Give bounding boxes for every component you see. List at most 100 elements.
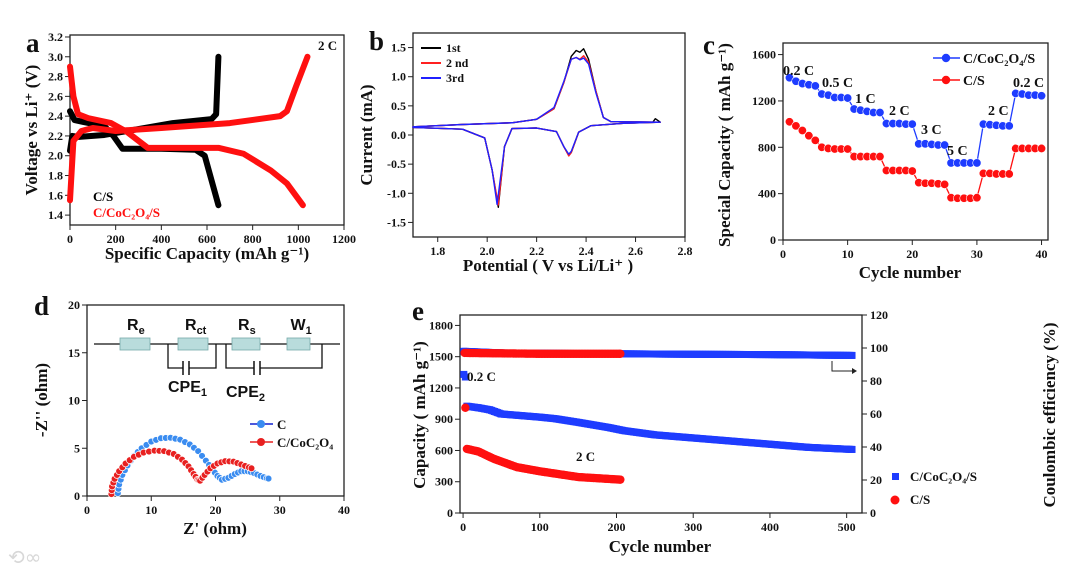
rate-annotation: 2 C <box>889 104 910 119</box>
data-point <box>907 119 917 129</box>
watermark: ⟲∞ <box>8 545 42 569</box>
x-tick-label: 0 <box>67 232 73 246</box>
data-point <box>940 179 950 189</box>
efficiency-point <box>848 351 856 359</box>
y-tick-label: -1.5 <box>387 215 406 229</box>
y-axis-label: Special Capacity ( mAh g⁻¹) <box>715 43 734 247</box>
x-axis-label: Z' (ohm) <box>183 519 247 538</box>
resistor-icon <box>231 337 261 351</box>
x-tick-label: 800 <box>244 232 262 246</box>
data-point <box>791 121 801 131</box>
y-tick-label: 1200 <box>429 381 453 395</box>
circuit-label-main: W <box>291 317 307 334</box>
legend-label: C/CoC₂O₄/S <box>93 205 160 220</box>
y2-tick-label: 100 <box>870 341 888 355</box>
x-axis-label: Cycle number <box>609 537 712 556</box>
rate-annotation: 0.2 C <box>1013 76 1044 91</box>
x-tick-label: 30 <box>971 247 983 261</box>
y-tick-label: 5 <box>74 441 80 455</box>
legend-label: C/S <box>93 189 113 204</box>
x-tick-label: 30 <box>274 503 286 517</box>
y-tick-label: 1.0 <box>391 70 406 84</box>
y2-tick-label: 120 <box>870 308 888 322</box>
data-point <box>940 140 950 150</box>
data-point <box>1037 143 1047 153</box>
circuit-label-main: R <box>185 317 197 334</box>
y-axis-label: -Z'' (ohm) <box>32 363 51 437</box>
legend-marker <box>257 420 265 428</box>
y-tick-label: -1.0 <box>387 186 406 200</box>
data-point <box>247 464 256 473</box>
y-tick-label: 2.0 <box>48 149 63 163</box>
legend-label: 1st <box>446 41 461 55</box>
y-tick-label: 1200 <box>752 94 776 108</box>
resistor-icon <box>119 337 151 351</box>
y-axis-label: Current (mA) <box>357 84 376 185</box>
y-tick-label: 1600 <box>752 48 776 62</box>
x-tick-label: 2.0 <box>480 244 495 258</box>
circuit-parallel-wire <box>167 344 217 369</box>
x-tick-label: 300 <box>684 520 702 534</box>
data-point <box>810 135 820 145</box>
panel-letter: c <box>703 30 715 60</box>
y-tick-label: -0.5 <box>387 157 406 171</box>
x-tick-label: 1000 <box>286 232 310 246</box>
capacitor-gap <box>254 362 260 374</box>
y-tick-label: 15 <box>68 346 80 360</box>
y2-tick-label: 40 <box>870 440 882 454</box>
legend-label: C <box>277 417 286 432</box>
y-tick-label: 300 <box>435 475 453 489</box>
rate-annotation: 3 C <box>921 123 942 138</box>
rate-annotation: 0.5 C <box>822 76 853 91</box>
rate-annotation: 2 C <box>988 104 1009 119</box>
capacitor-label: CPE1 <box>168 379 207 399</box>
data-point <box>907 166 917 176</box>
data-point <box>843 93 853 103</box>
rate-annotation: 0.2 C <box>783 64 814 79</box>
arrow-line <box>831 361 852 372</box>
y-tick-label: 0 <box>447 506 453 520</box>
efficiency-point <box>616 349 625 358</box>
plot-frame <box>782 42 1049 241</box>
arrow-right-icon <box>852 368 857 374</box>
legend-marker <box>890 495 900 505</box>
rate-annotation: 5 C <box>947 144 968 159</box>
x-tick-label: 100 <box>531 520 549 534</box>
y-tick-label: 10 <box>68 394 80 408</box>
data-point <box>1037 91 1047 101</box>
data-point <box>198 452 206 460</box>
data-point <box>797 125 807 135</box>
legend-marker <box>257 438 265 446</box>
annotation: 0.2 C <box>467 369 496 384</box>
y-tick-label: 0.0 <box>391 128 406 142</box>
data-point <box>1004 169 1014 179</box>
capacity-point <box>461 373 469 381</box>
legend-marker <box>941 75 951 85</box>
x-tick-label: 40 <box>1036 247 1048 261</box>
data-point <box>264 474 273 483</box>
legend-label: C/CoC₂O₄ <box>277 435 333 450</box>
data-point <box>784 117 794 127</box>
curve-1 <box>67 53 311 204</box>
data-point <box>875 152 885 162</box>
y-tick-label: 20 <box>68 298 80 312</box>
x-tick-label: 400 <box>152 232 170 246</box>
y-tick-label: 600 <box>435 443 453 457</box>
y-tick-label: 1.8 <box>48 169 63 183</box>
panel-a: a 0 200 400 600 800 1000 1200 1.4 1.6 1.8 2.0 2.2 2.4… <box>22 28 356 263</box>
x-axis-label: Cycle number <box>859 263 962 282</box>
circuit-label-main: R <box>238 317 250 334</box>
capacitor-label-main: CPE <box>168 379 201 396</box>
data-point <box>972 193 982 203</box>
y-tick-label: 2.8 <box>48 70 63 84</box>
data-point <box>194 447 202 455</box>
data-point <box>875 108 885 118</box>
capacitor-label-main: CPE <box>226 384 259 401</box>
capacitor-label-sub: 1 <box>201 387 207 399</box>
curve-0 <box>67 108 222 209</box>
capacitor-label: CPE2 <box>226 384 265 404</box>
x-tick-label: 500 <box>838 520 856 534</box>
y-tick-label: 0.5 <box>391 99 406 113</box>
